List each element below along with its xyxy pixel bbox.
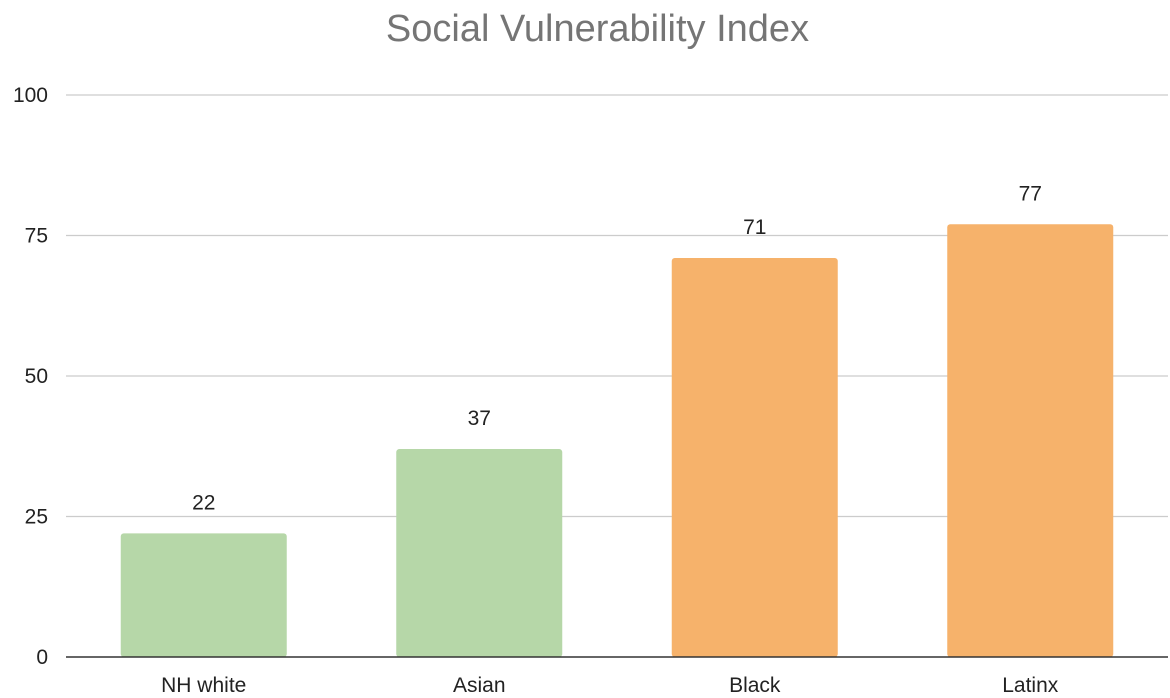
bar-asian: [396, 449, 563, 657]
y-tick-label-25: 25: [25, 506, 48, 529]
chart-title: Social Vulnerability Index: [385, 8, 810, 50]
y-tick-label-75: 75: [25, 225, 48, 248]
data-label-latinx: 77: [1019, 182, 1042, 205]
data-labels: 22 37 71 77: [192, 182, 1042, 514]
x-category-label-nh-white: NH white: [161, 674, 246, 697]
y-tick-label-100: 100: [13, 84, 48, 107]
y-tick-label-0: 0: [36, 646, 48, 669]
y-tick-label-50: 50: [25, 365, 48, 388]
x-category-label-asian: Asian: [453, 674, 506, 697]
x-axis-categories: NH white Asian Black Latinx: [161, 674, 1059, 697]
x-category-label-black: Black: [729, 674, 781, 697]
data-label-black: 71: [743, 216, 766, 239]
bar-black: [671, 257, 838, 657]
bar-latinx: [947, 224, 1114, 657]
bar-nh-white: [120, 533, 287, 657]
data-label-nh-white: 22: [192, 491, 215, 514]
data-label-asian: 37: [468, 407, 491, 430]
y-axis-ticks: 0 25 50 75 100: [13, 84, 48, 669]
bars: [120, 224, 1114, 657]
x-category-label-latinx: Latinx: [1002, 674, 1059, 697]
